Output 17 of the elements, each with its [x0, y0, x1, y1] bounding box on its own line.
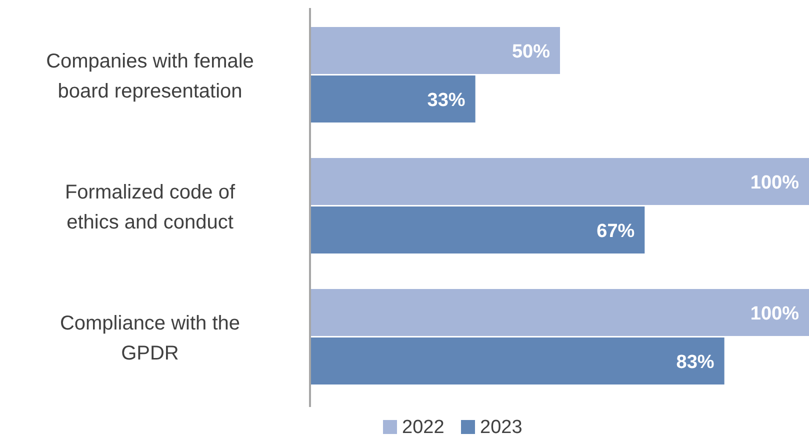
bar	[311, 338, 724, 384]
bar	[311, 27, 560, 74]
legend-label: 2023	[480, 417, 522, 436]
data-label: 50%	[512, 41, 550, 62]
data-label: 100%	[750, 172, 800, 194]
data-label: 67%	[596, 220, 635, 242]
legend-label: 2022	[402, 417, 444, 436]
bar	[311, 289, 809, 336]
bar	[311, 158, 809, 205]
bar	[311, 206, 645, 254]
y-tick-label: Formalized code of ethics and conduct	[64, 182, 236, 234]
data-label: 83%	[676, 352, 714, 373]
y-tick-label: Companies with female board representation	[46, 50, 254, 102]
data-label: 33%	[427, 90, 466, 111]
bar	[311, 76, 476, 122]
y-tick-label: Compliance with the GPDR	[60, 312, 240, 364]
data-label: 100%	[750, 303, 800, 324]
